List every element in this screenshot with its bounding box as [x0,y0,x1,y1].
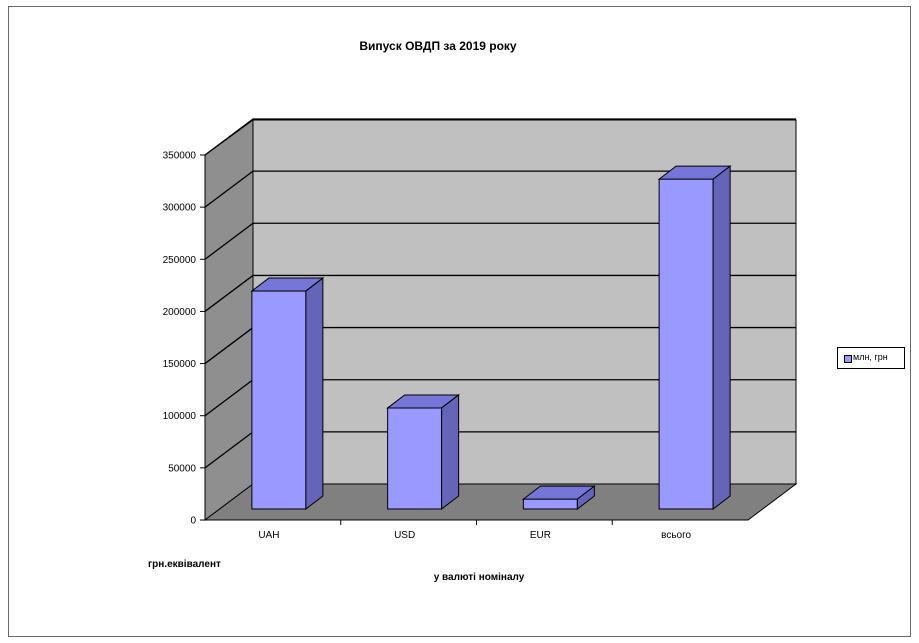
plot-side-wall [204,119,254,521]
y-tick-label: 0 [190,516,196,527]
x-tick-label: UAH [258,530,279,541]
chart-title: Випуск ОВДП за 2019 року [359,39,517,53]
y-tick-label: 300000 [163,203,197,214]
y-tick-label: 200000 [163,307,197,318]
gridline [204,222,796,260]
x-tick-label: EUR [530,530,551,541]
x-tick-label: всього [661,530,691,541]
gridline [204,274,796,312]
y-tick-label: 50000 [168,463,196,474]
x-tick-label: USD [394,530,415,541]
bar-uah [250,277,325,511]
x-axis-ticks: UAH USD EUR всього [258,520,692,541]
y-tick-label: 350000 [163,151,197,162]
y-axis-ticks: 0 50000 100000 150000 200000 250000 300000 3500… [163,151,205,527]
gridline [204,170,796,208]
legend: млн, грн [837,347,905,369]
legend-label: млн, грн [853,352,888,362]
y-tick-label: 150000 [163,359,197,370]
bar-всього [657,165,732,511]
gridline [204,118,796,156]
annotation-uah-equivalent: грн.еквівалент [148,559,221,570]
y-tick-label: 100000 [163,411,197,422]
bars [250,165,732,511]
y-tick-label: 250000 [163,255,197,266]
bar-eur [521,485,596,511]
bar-usd [386,393,461,511]
annotation-nominal-currency: у валюті номіналу [434,572,525,583]
legend-swatch [844,355,852,363]
